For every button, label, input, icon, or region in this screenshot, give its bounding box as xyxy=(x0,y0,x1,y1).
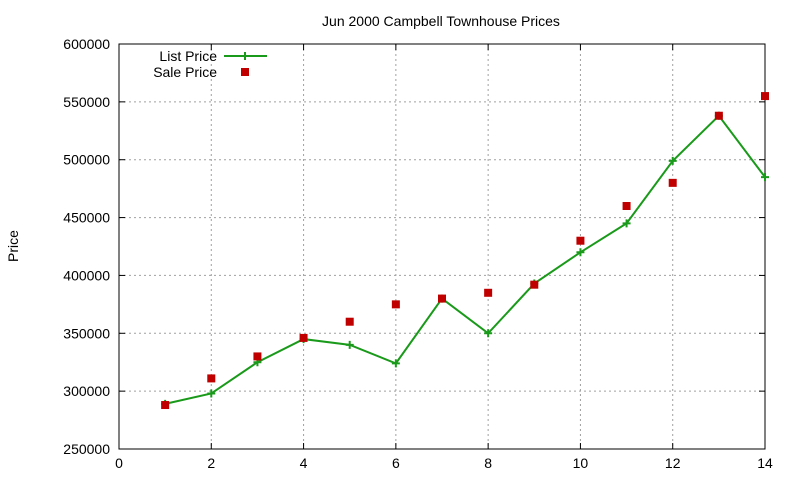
data-point xyxy=(714,111,723,120)
y-tick-label: 450000 xyxy=(63,210,110,226)
legend-label: List Price xyxy=(159,48,217,64)
data-point xyxy=(761,92,769,101)
data-point xyxy=(345,317,354,326)
y-tick-label: 300000 xyxy=(63,383,110,399)
x-tick-label: 2 xyxy=(207,455,215,471)
data-point xyxy=(438,294,446,303)
y-tick-label: 250000 xyxy=(63,441,110,457)
x-tick-label: 12 xyxy=(665,455,681,471)
y-tick-label: 600000 xyxy=(63,36,110,52)
axes: 0 2 4 6 8 10 12 14 250000 300000 350000 400000 45000… xyxy=(63,36,773,471)
data-point xyxy=(253,352,262,361)
y-tick-label: 400000 xyxy=(63,267,110,283)
chart-title: Jun 2000 Campbell Townhouse Prices xyxy=(322,13,560,29)
x-tick-label: 6 xyxy=(392,455,400,471)
data-point xyxy=(161,401,170,410)
data-point xyxy=(391,300,400,309)
data-point xyxy=(299,333,308,342)
data-point xyxy=(576,236,585,245)
y-tick-label: 500000 xyxy=(63,152,110,168)
x-tick-label: 14 xyxy=(757,455,773,471)
data-point xyxy=(668,178,677,187)
series-line xyxy=(164,114,766,405)
legend-item: Sale Price xyxy=(153,64,249,80)
x-tick-label: 10 xyxy=(573,455,589,471)
data-point xyxy=(484,329,493,338)
x-tick-label: 4 xyxy=(300,455,308,471)
data-point xyxy=(622,219,631,228)
series-layer xyxy=(161,92,769,410)
series-sale-price xyxy=(161,92,769,410)
legend-marker xyxy=(241,52,249,60)
grid xyxy=(119,44,765,449)
series-list-price xyxy=(161,111,769,408)
data-point xyxy=(622,202,631,210)
x-tick-label: 0 xyxy=(115,455,123,471)
plot-frame xyxy=(118,43,766,450)
data-point xyxy=(207,389,216,398)
data-point xyxy=(761,173,769,182)
data-point xyxy=(668,156,677,165)
legend-swatch xyxy=(241,68,249,76)
x-tick-label: 8 xyxy=(484,455,492,471)
data-point xyxy=(391,359,400,368)
legend-label: Sale Price xyxy=(153,64,217,80)
data-point xyxy=(530,280,539,289)
data-point xyxy=(345,340,354,349)
y-tick-label: 550000 xyxy=(63,94,110,110)
y-tick-label: 350000 xyxy=(63,325,110,341)
data-point xyxy=(576,248,585,257)
data-point xyxy=(207,374,216,383)
data-point xyxy=(484,288,493,297)
y-axis-label: Price xyxy=(5,230,21,262)
legend-item: List Price xyxy=(159,48,267,64)
